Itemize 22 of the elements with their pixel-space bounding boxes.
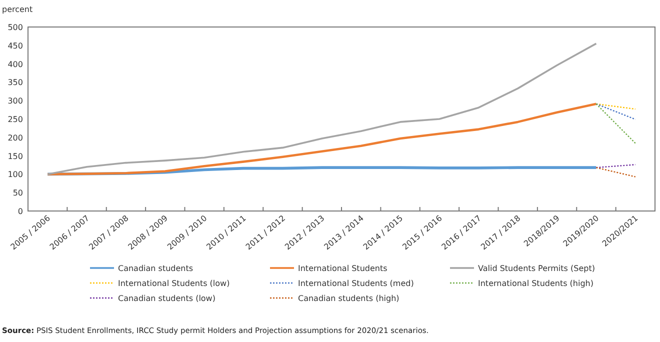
legend-label: Canadian students (high) (298, 294, 400, 303)
legend-label: International Students (med) (298, 279, 414, 288)
y-tick-label: 100 (8, 170, 23, 180)
legend-label: International Students (298, 264, 388, 273)
legend-label: Valid Students Permits (Sept) (478, 264, 595, 273)
line-series (46, 102, 598, 176)
y-tick-label: 150 (8, 152, 23, 161)
y-tick-label: 200 (8, 133, 23, 142)
y-tick-label: 400 (8, 60, 23, 69)
y-axis-title: percent (2, 5, 33, 14)
y-tick-label: 50 (12, 188, 23, 198)
y-tick-label: 250 (8, 115, 23, 124)
line-series (46, 42, 598, 176)
y-tick-label: 350 (8, 78, 23, 88)
y-tick-label: 500 (8, 23, 23, 32)
legend-label: Canadian students (118, 264, 194, 273)
y-tick-label: 0 (18, 207, 23, 216)
y-tick-label: 450 (8, 41, 23, 50)
legend-label: International Students (high) (478, 279, 594, 288)
legend-label: Canadian students (low) (118, 294, 216, 303)
legend-label: International Students (low) (118, 279, 230, 288)
y-tick-label: 300 (8, 96, 23, 106)
